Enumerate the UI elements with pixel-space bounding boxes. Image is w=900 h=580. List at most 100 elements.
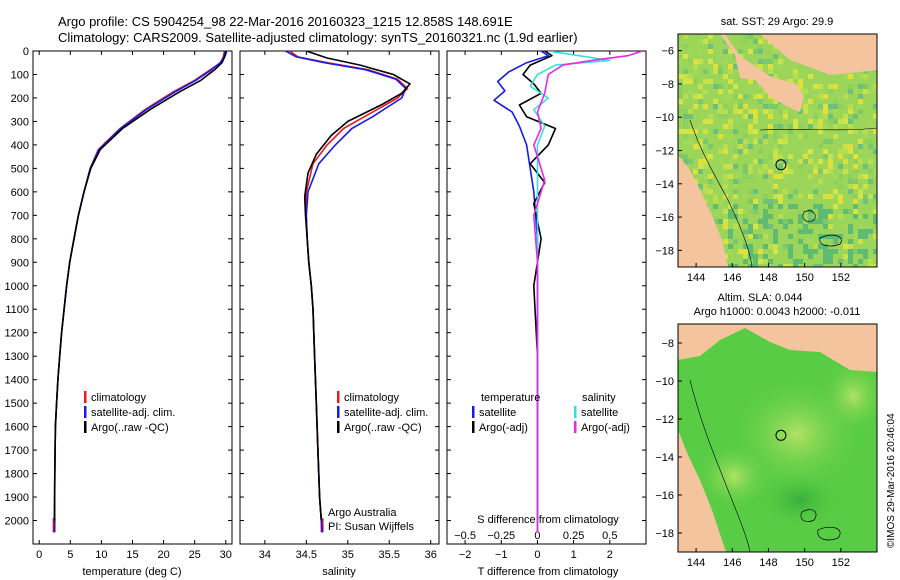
sst-heatmap-cell xyxy=(713,129,718,134)
sst-heatmap-cell xyxy=(703,129,708,134)
sst-heatmap-cell xyxy=(723,184,728,189)
legend-header-salinity: salinity xyxy=(582,392,616,404)
sst-heatmap-cell xyxy=(803,109,808,114)
sst-heatmap-cell xyxy=(758,249,763,254)
s-difference-tick-label: 0.25 xyxy=(563,530,584,542)
sst-heatmap-cell xyxy=(718,84,723,89)
sst-heatmap-cell xyxy=(773,54,778,59)
sst-heatmap-cell xyxy=(808,249,813,254)
sst-heatmap-cell xyxy=(783,139,788,144)
series-line-argo-raw-qc xyxy=(53,51,228,521)
sst-heatmap-cell xyxy=(743,114,748,119)
sst-heatmap-cell xyxy=(848,89,853,94)
temperature-legend: climatology satellite-adj. clim. Argo(..… xyxy=(84,391,175,434)
sla-anomaly-low xyxy=(755,470,845,530)
sst-heatmap-cell xyxy=(683,119,688,124)
sst-heatmap-cell xyxy=(818,264,823,267)
sst-heatmap-cell xyxy=(768,129,773,134)
sst-heatmap-cell xyxy=(808,159,813,164)
sst-heatmap-cell xyxy=(833,179,838,184)
figure-title-line2: Climatology: CARS2009. Satellite-adjuste… xyxy=(58,30,578,45)
sst-heatmap-cell xyxy=(693,104,698,109)
sst-heatmap-cell xyxy=(808,149,813,154)
sst-heatmap-cell xyxy=(803,104,808,109)
x-tick-label: 1 xyxy=(571,549,577,561)
sst-heatmap-cell xyxy=(753,189,758,194)
sst-heatmap-cell xyxy=(713,199,718,204)
sst-heatmap-cell xyxy=(733,104,738,109)
sst-heatmap-cell xyxy=(843,224,848,229)
legend-swatch-t-argo xyxy=(472,421,475,433)
sst-heatmap-cell xyxy=(803,224,808,229)
sst-heatmap-cell xyxy=(728,244,733,249)
sst-heatmap-cell xyxy=(808,214,813,219)
sst-heatmap-cell xyxy=(678,129,683,134)
map-lat-tick-label: −10 xyxy=(655,376,674,388)
sst-heatmap-cell xyxy=(748,229,753,234)
sst-heatmap-cell xyxy=(828,84,833,89)
sst-heatmap-cell xyxy=(743,219,748,224)
sst-heatmap-cell xyxy=(793,189,798,194)
sst-heatmap-cell xyxy=(853,129,858,134)
sst-heatmap-cell xyxy=(843,244,848,249)
sst-heatmap-cell xyxy=(773,154,778,159)
sst-heatmap-cell xyxy=(733,194,738,199)
sst-heatmap-cell xyxy=(678,154,683,159)
sst-heatmap-cell xyxy=(693,169,698,174)
difference-plot-frame xyxy=(446,50,647,545)
sst-heatmap-cell xyxy=(753,209,758,214)
sst-heatmap-cell xyxy=(748,174,753,179)
sst-heatmap-cell xyxy=(698,59,703,64)
sst-heatmap-cell xyxy=(788,129,793,134)
depth-tick-label: 0 xyxy=(23,46,29,58)
s-difference-tick-label: 0 xyxy=(534,530,540,542)
difference-depth-ticks xyxy=(447,50,646,522)
sst-heatmap-cell xyxy=(768,169,773,174)
sst-heatmap-cell xyxy=(848,259,853,264)
x-tick-label: 0 xyxy=(36,549,42,561)
sst-heatmap-cell xyxy=(773,234,778,239)
sst-heatmap-cell xyxy=(833,234,838,239)
sst-heatmap-cell xyxy=(813,164,818,169)
sst-heatmap-cell xyxy=(873,149,877,154)
sst-heatmap-cell xyxy=(733,264,738,267)
sst-heatmap-cell xyxy=(733,189,738,194)
sst-heatmap-cell xyxy=(718,134,723,139)
sla-map-frame xyxy=(677,323,878,553)
sst-heatmap-cell xyxy=(678,74,683,79)
sst-heatmap-cell xyxy=(808,114,813,119)
sst-heatmap-cell xyxy=(763,139,768,144)
sst-heatmap-cell xyxy=(708,114,713,119)
sst-heatmap-cell xyxy=(848,229,853,234)
sst-heatmap-cell xyxy=(828,234,833,239)
difference-legend: temperature salinity satellite Argo(-adj… xyxy=(472,392,630,434)
sst-heatmap-cell xyxy=(868,259,873,264)
sst-heatmap-cell xyxy=(693,129,698,134)
sst-heatmap-cell xyxy=(853,154,858,159)
sst-heatmap-cell xyxy=(853,199,858,204)
sst-heatmap-cell xyxy=(733,109,738,114)
sst-heatmap-cell xyxy=(708,59,713,64)
salinity-axis-ticks: 34 34.5 35 35.5 36 xyxy=(259,51,437,561)
sst-heatmap-cell xyxy=(803,229,808,234)
sst-heatmap-cell xyxy=(773,189,778,194)
sst-heatmap-cell xyxy=(863,254,868,259)
sst-heatmap-cell xyxy=(828,224,833,229)
sst-heatmap-cell xyxy=(758,84,763,89)
sst-heatmap-cell xyxy=(768,179,773,184)
sst-heatmap-cell xyxy=(708,79,713,84)
sst-heatmap-cell xyxy=(848,249,853,254)
sst-heatmap-cell xyxy=(783,134,788,139)
credit-text: Argo Australia xyxy=(328,507,397,519)
salinity-depth-ticks xyxy=(240,50,439,522)
sst-heatmap-cell xyxy=(848,254,853,259)
sst-heatmap-cell xyxy=(823,249,828,254)
x-tick-label: 36 xyxy=(425,549,437,561)
sst-heatmap-cell xyxy=(708,154,713,159)
sst-heatmap-cell xyxy=(743,214,748,219)
sst-heatmap-cell xyxy=(803,89,808,94)
sst-heatmap-cell xyxy=(823,219,828,224)
sst-heatmap-cell xyxy=(728,84,733,89)
sst-heatmap-cell xyxy=(763,134,768,139)
sst-heatmap-cell xyxy=(843,209,848,214)
